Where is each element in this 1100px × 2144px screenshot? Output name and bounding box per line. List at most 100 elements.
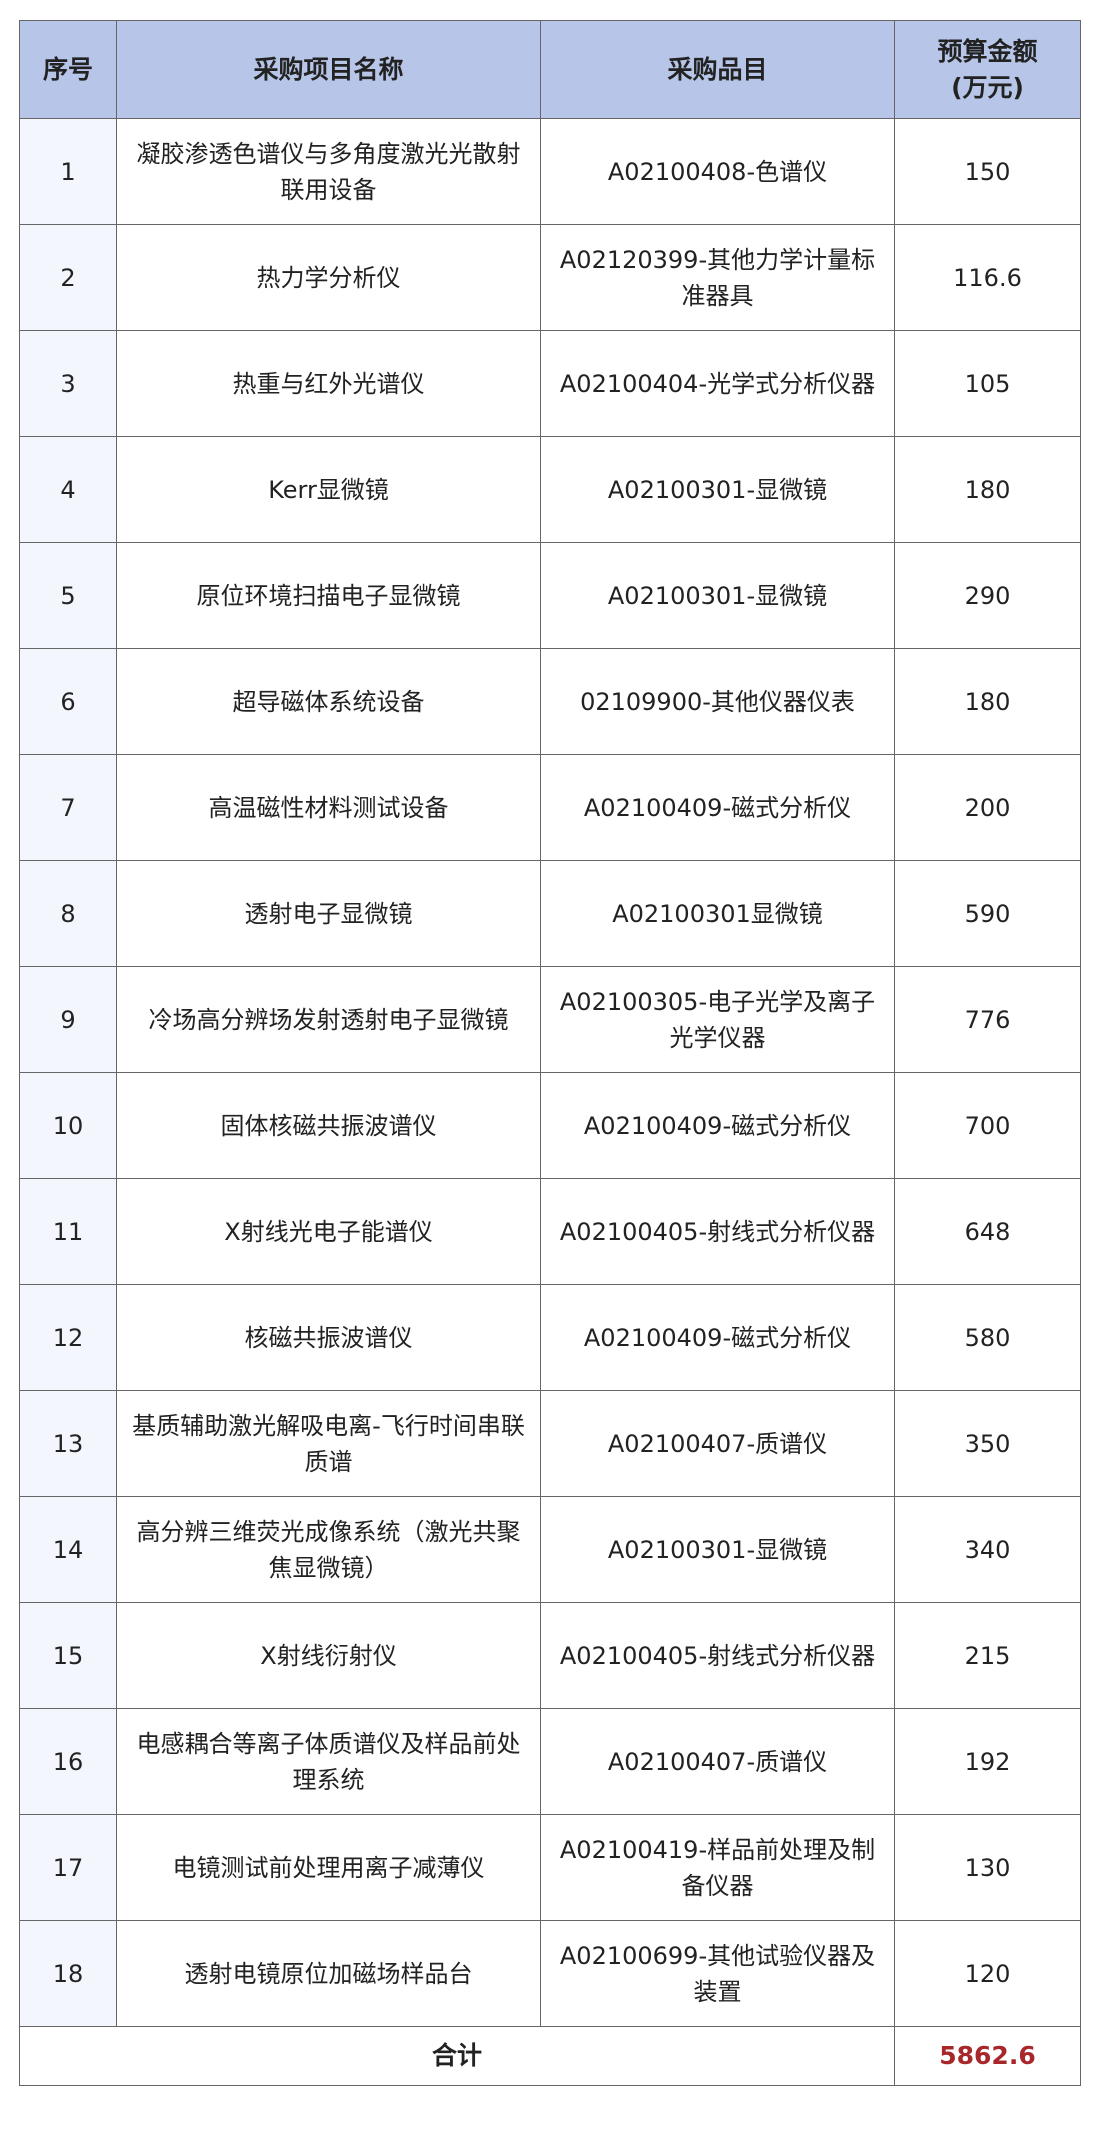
cell-category: A02100301-显微镜 bbox=[540, 542, 895, 649]
cell-budget: 200 bbox=[894, 754, 1081, 861]
header-name: 采购项目名称 bbox=[116, 20, 541, 119]
table-row: 14 高分辨三维荧光成像系统（激光共聚焦显微镜） A02100301-显微镜 340 bbox=[19, 1496, 1081, 1603]
table-row: 11 X射线光电子能谱仪 A02100405-射线式分析仪器 648 bbox=[19, 1178, 1081, 1285]
total-value: 5862.6 bbox=[894, 2026, 1081, 2086]
cell-no: 3 bbox=[19, 330, 117, 437]
cell-project-name: 原位环境扫描电子显微镜 bbox=[116, 542, 541, 649]
table-row: 13 基质辅助激光解吸电离-飞行时间串联质谱 A02100407-质谱仪 350 bbox=[19, 1390, 1081, 1497]
cell-category: A02100419-样品前处理及制备仪器 bbox=[540, 1814, 895, 1921]
cell-project-name: 电感耦合等离子体质谱仪及样品前处理系统 bbox=[116, 1708, 541, 1815]
cell-budget: 120 bbox=[894, 1920, 1081, 2027]
cell-project-name: X射线光电子能谱仪 bbox=[116, 1178, 541, 1285]
table-row: 15 X射线衍射仪 A02100405-射线式分析仪器 215 bbox=[19, 1602, 1081, 1709]
cell-project-name: 固体核磁共振波谱仪 bbox=[116, 1072, 541, 1179]
cell-project-name: Kerr显微镜 bbox=[116, 436, 541, 543]
cell-category: A02120399-其他力学计量标准器具 bbox=[540, 224, 895, 331]
cell-project-name: 高分辨三维荧光成像系统（激光共聚焦显微镜） bbox=[116, 1496, 541, 1603]
total-row: 合计 5862.6 bbox=[19, 2026, 1081, 2086]
cell-category: A02100409-磁式分析仪 bbox=[540, 1072, 895, 1179]
cell-budget: 590 bbox=[894, 860, 1081, 967]
cell-no: 10 bbox=[19, 1072, 117, 1179]
cell-budget: 290 bbox=[894, 542, 1081, 649]
cell-project-name: 基质辅助激光解吸电离-飞行时间串联质谱 bbox=[116, 1390, 541, 1497]
cell-budget: 105 bbox=[894, 330, 1081, 437]
cell-no: 14 bbox=[19, 1496, 117, 1603]
cell-project-name: 凝胶渗透色谱仪与多角度激光光散射联用设备 bbox=[116, 118, 541, 225]
cell-no: 17 bbox=[19, 1814, 117, 1921]
header-budget-line2: (万元) bbox=[951, 72, 1024, 102]
cell-no: 12 bbox=[19, 1284, 117, 1391]
cell-project-name: 超导磁体系统设备 bbox=[116, 648, 541, 755]
cell-category: A02100405-射线式分析仪器 bbox=[540, 1178, 895, 1285]
cell-budget: 340 bbox=[894, 1496, 1081, 1603]
table-row: 10 固体核磁共振波谱仪 A02100409-磁式分析仪 700 bbox=[19, 1072, 1081, 1179]
cell-category: A02100305-电子光学及离子光学仪器 bbox=[540, 966, 895, 1073]
header-budget-line1: 预算金额 bbox=[937, 36, 1038, 66]
cell-project-name: 透射电镜原位加磁场样品台 bbox=[116, 1920, 541, 2027]
cell-category: A02100407-质谱仪 bbox=[540, 1390, 895, 1497]
cell-category: A02100699-其他试验仪器及装置 bbox=[540, 1920, 895, 2027]
cell-no: 16 bbox=[19, 1708, 117, 1815]
cell-no: 2 bbox=[19, 224, 117, 331]
table-row: 2 热力学分析仪 A02120399-其他力学计量标准器具 116.6 bbox=[19, 224, 1081, 331]
cell-no: 18 bbox=[19, 1920, 117, 2027]
cell-budget: 130 bbox=[894, 1814, 1081, 1921]
cell-no: 5 bbox=[19, 542, 117, 649]
cell-project-name: 电镜测试前处理用离子减薄仪 bbox=[116, 1814, 541, 1921]
cell-budget: 776 bbox=[894, 966, 1081, 1073]
cell-no: 7 bbox=[19, 754, 117, 861]
table-row: 5 原位环境扫描电子显微镜 A02100301-显微镜 290 bbox=[19, 542, 1081, 649]
cell-budget: 180 bbox=[894, 648, 1081, 755]
cell-category: 02109900-其他仪器仪表 bbox=[540, 648, 895, 755]
cell-no: 9 bbox=[19, 966, 117, 1073]
table-row: 16 电感耦合等离子体质谱仪及样品前处理系统 A02100407-质谱仪 192 bbox=[19, 1708, 1081, 1815]
cell-category: A02100407-质谱仪 bbox=[540, 1708, 895, 1815]
table-row: 7 高温磁性材料测试设备 A02100409-磁式分析仪 200 bbox=[19, 754, 1081, 861]
cell-no: 15 bbox=[19, 1602, 117, 1709]
cell-no: 6 bbox=[19, 648, 117, 755]
cell-no: 11 bbox=[19, 1178, 117, 1285]
cell-category: A02100409-磁式分析仪 bbox=[540, 754, 895, 861]
table-row: 8 透射电子显微镜 A02100301显微镜 590 bbox=[19, 860, 1081, 967]
header-no: 序号 bbox=[19, 20, 117, 119]
total-label: 合计 bbox=[19, 2026, 895, 2086]
cell-budget: 215 bbox=[894, 1602, 1081, 1709]
cell-no: 8 bbox=[19, 860, 117, 967]
cell-category: A02100408-色谱仪 bbox=[540, 118, 895, 225]
cell-budget: 150 bbox=[894, 118, 1081, 225]
cell-no: 13 bbox=[19, 1390, 117, 1497]
table-row: 3 热重与红外光谱仪 A02100404-光学式分析仪器 105 bbox=[19, 330, 1081, 437]
cell-project-name: 热重与红外光谱仪 bbox=[116, 330, 541, 437]
cell-budget: 116.6 bbox=[894, 224, 1081, 331]
cell-category: A02100409-磁式分析仪 bbox=[540, 1284, 895, 1391]
header-budget: 预算金额 (万元) bbox=[894, 20, 1081, 119]
cell-budget: 192 bbox=[894, 1708, 1081, 1815]
table-row: 1 凝胶渗透色谱仪与多角度激光光散射联用设备 A02100408-色谱仪 150 bbox=[19, 118, 1081, 225]
cell-project-name: X射线衍射仪 bbox=[116, 1602, 541, 1709]
cell-category: A02100301显微镜 bbox=[540, 860, 895, 967]
cell-category: A02100405-射线式分析仪器 bbox=[540, 1602, 895, 1709]
table-row: 18 透射电镜原位加磁场样品台 A02100699-其他试验仪器及装置 120 bbox=[19, 1920, 1081, 2027]
cell-category: A02100404-光学式分析仪器 bbox=[540, 330, 895, 437]
table-row: 9 冷场高分辨场发射透射电子显微镜 A02100305-电子光学及离子光学仪器 776 bbox=[19, 966, 1081, 1073]
cell-category: A02100301-显微镜 bbox=[540, 1496, 895, 1603]
table-row: 6 超导磁体系统设备 02109900-其他仪器仪表 180 bbox=[19, 648, 1081, 755]
cell-budget: 648 bbox=[894, 1178, 1081, 1285]
table-row: 17 电镜测试前处理用离子减薄仪 A02100419-样品前处理及制备仪器 130 bbox=[19, 1814, 1081, 1921]
cell-project-name: 核磁共振波谱仪 bbox=[116, 1284, 541, 1391]
cell-budget: 180 bbox=[894, 436, 1081, 543]
cell-budget: 700 bbox=[894, 1072, 1081, 1179]
cell-project-name: 高温磁性材料测试设备 bbox=[116, 754, 541, 861]
cell-no: 1 bbox=[19, 118, 117, 225]
table-row: 12 核磁共振波谱仪 A02100409-磁式分析仪 580 bbox=[19, 1284, 1081, 1391]
header-row: 序号 采购项目名称 采购品目 预算金额 (万元) bbox=[19, 20, 1081, 119]
cell-budget: 580 bbox=[894, 1284, 1081, 1391]
table-row: 4 Kerr显微镜 A02100301-显微镜 180 bbox=[19, 436, 1081, 543]
cell-category: A02100301-显微镜 bbox=[540, 436, 895, 543]
cell-budget: 350 bbox=[894, 1390, 1081, 1497]
cell-project-name: 透射电子显微镜 bbox=[116, 860, 541, 967]
cell-project-name: 热力学分析仪 bbox=[116, 224, 541, 331]
cell-no: 4 bbox=[19, 436, 117, 543]
procurement-table: 序号 采购项目名称 采购品目 预算金额 (万元) 1 凝胶渗透色谱仪与多角度激光光散… bbox=[19, 20, 1081, 2086]
header-item: 采购品目 bbox=[540, 20, 895, 119]
